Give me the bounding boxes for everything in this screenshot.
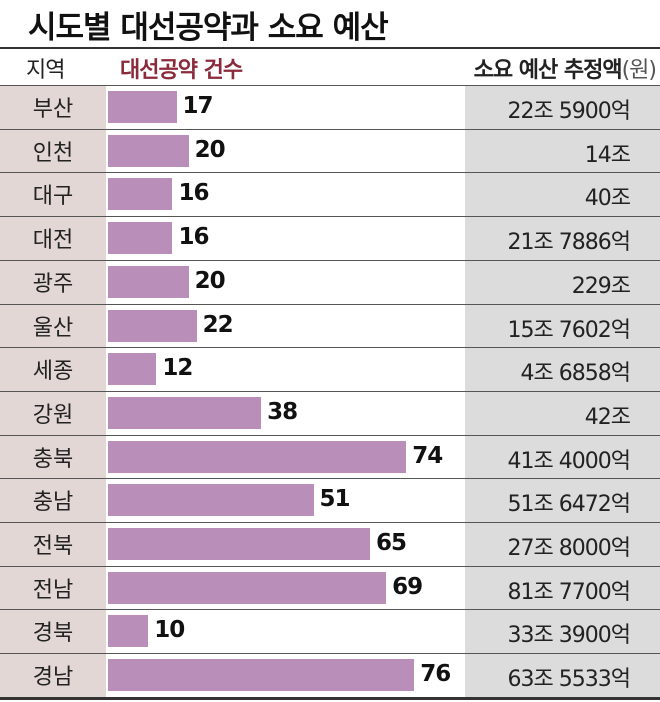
budget-value: 51조 6472억 <box>507 492 631 518</box>
bar-value-label: 10 <box>154 617 185 644</box>
table-row: 전남 69 81조 7700억 <box>0 565 660 610</box>
row-separator <box>0 216 660 218</box>
row-separator <box>0 259 660 261</box>
table-row: 대전 16 21조 7886억 <box>0 216 660 260</box>
table-row: 경북 10 33조 3900억 <box>0 609 660 653</box>
budget-value: 33조 3900억 <box>507 623 631 649</box>
budget-value: 40조 <box>584 186 631 212</box>
header-count: 대선공약 건수 <box>120 58 243 83</box>
bar-value-label: 51 <box>319 486 351 513</box>
row-separator <box>0 478 660 480</box>
table-row: 울산 22 15조 7602억 <box>0 303 660 348</box>
region-label: 대전 <box>32 228 74 254</box>
bar <box>108 91 177 123</box>
region-label: 세종 <box>32 359 74 385</box>
budget-value: 81조 7700억 <box>507 579 631 605</box>
budget-value: 63조 5533억 <box>507 667 631 693</box>
table-row: 대구 16 40조 <box>0 172 660 216</box>
region-label: 충북 <box>32 446 74 472</box>
bar <box>108 484 314 517</box>
table-row: 경남 76 63조 5533억 <box>0 653 660 697</box>
bar <box>108 178 173 211</box>
row-separator <box>0 172 660 174</box>
table-row: 부산 17 22조 5900억 <box>0 85 660 129</box>
row-separator <box>0 85 660 86</box>
bar-value-label: 16 <box>178 224 209 251</box>
table-row: 강원 38 42조 <box>0 390 660 435</box>
row-separator <box>0 347 660 349</box>
bar <box>108 440 407 473</box>
budget-value: 21조 7886억 <box>507 230 631 256</box>
bar <box>108 309 197 342</box>
region-label: 전남 <box>32 577 74 603</box>
bar-value-label: 76 <box>420 661 451 688</box>
region-label: 부산 <box>32 97 74 122</box>
region-label: 울산 <box>32 315 74 341</box>
bar-value-label: 20 <box>194 136 226 163</box>
table-row: 광주 20 229조 <box>0 259 660 304</box>
budget-value: 4조 6858억 <box>520 361 631 387</box>
bottom-rule <box>0 697 660 700</box>
row-separator <box>0 128 660 130</box>
region-label: 충남 <box>32 490 74 516</box>
region-label: 인천 <box>32 140 74 166</box>
bar <box>108 659 415 692</box>
table-row: 충북 74 41조 4000억 <box>0 434 660 479</box>
row-separator <box>0 522 660 523</box>
bar <box>108 571 387 604</box>
bar <box>108 222 173 255</box>
row-separator <box>0 303 660 305</box>
budget-value: 27조 8000억 <box>507 536 631 561</box>
bar <box>108 134 189 167</box>
bar-value-label: 69 <box>392 573 423 600</box>
bar-value-label: 65 <box>375 530 407 556</box>
table-row: 충남 51 51조 6472억 <box>0 478 660 522</box>
bar-value-label: 22 <box>202 311 234 338</box>
bar <box>108 396 262 429</box>
region-label: 경북 <box>32 621 74 647</box>
header-region: 지역 <box>26 58 65 83</box>
table-row: 인천 20 14조 <box>0 128 660 173</box>
budget-value: 229조 <box>571 273 631 299</box>
table-row: 전북 65 27조 8000억 <box>0 522 660 566</box>
header-budget-unit: (원) <box>621 58 657 83</box>
bar <box>108 353 157 386</box>
region-label: 대구 <box>32 184 74 210</box>
bar-value-label: 16 <box>178 180 209 207</box>
table-row: 세종 12 4조 6858억 <box>0 347 660 391</box>
chart-title: 시도별 대선공약과 소요 예산 <box>28 10 389 46</box>
region-label: 광주 <box>32 271 74 297</box>
row-separator <box>0 565 660 567</box>
header-budget: 소요 예산 추정액(원) <box>473 52 657 84</box>
bar <box>108 528 370 560</box>
budget-value: 14조 <box>584 142 631 168</box>
bar-value-label: 17 <box>182 93 214 119</box>
bar-value-label: 38 <box>267 398 298 425</box>
budget-value: 22조 5900억 <box>507 99 631 124</box>
header-budget-label: 소요 예산 추정액 <box>473 58 623 83</box>
region-label: 경남 <box>32 665 74 691</box>
bar-value-label: 74 <box>412 442 443 469</box>
region-label: 전북 <box>32 534 74 559</box>
budget-value: 15조 7602억 <box>507 317 631 343</box>
region-label: 강원 <box>32 402 74 428</box>
row-separator <box>0 609 660 611</box>
bar-value-label: 20 <box>194 267 226 294</box>
top-rule <box>0 47 660 49</box>
row-separator <box>0 434 660 436</box>
bar <box>108 615 149 648</box>
bar <box>108 265 189 298</box>
budget-value: 42조 <box>584 404 631 430</box>
row-separator <box>0 390 660 392</box>
row-separator <box>0 653 660 655</box>
budget-value: 41조 4000억 <box>507 448 631 474</box>
bar-value-label: 12 <box>162 355 193 382</box>
